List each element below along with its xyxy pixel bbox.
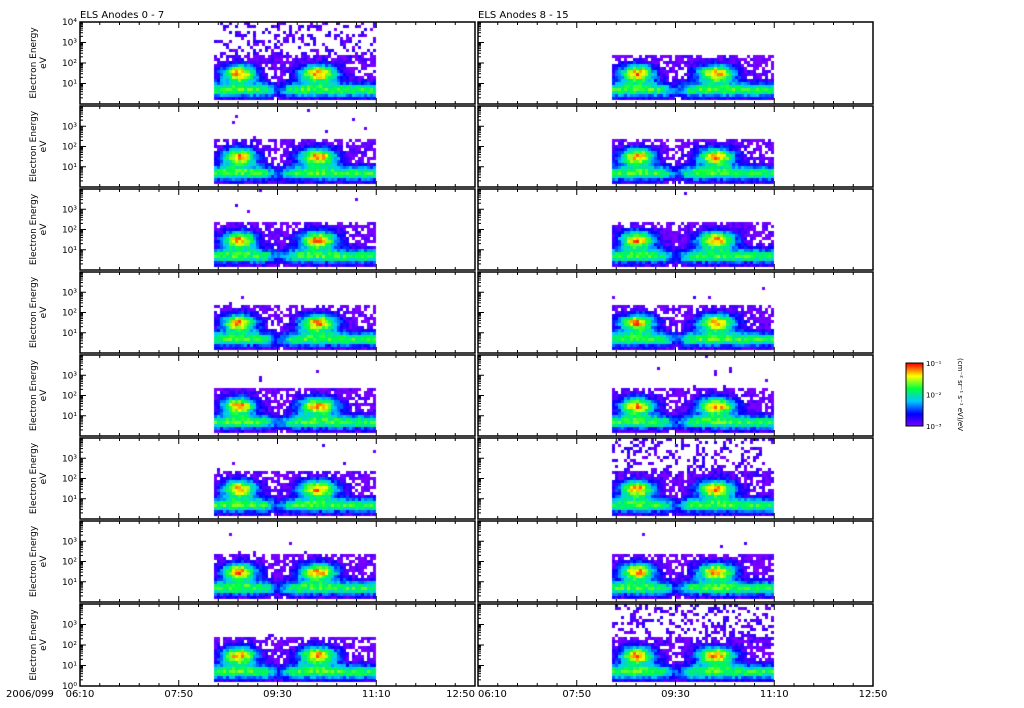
y-tick-label: 10¹ <box>62 246 77 256</box>
panel-frame <box>79 603 476 687</box>
spectrogram-panel <box>80 438 475 519</box>
spectrogram-panel <box>80 521 475 602</box>
panel-frame <box>79 354 476 437</box>
colorbar-tick-label: 10⁻³ <box>926 423 942 431</box>
y-axis-unit: eV <box>39 389 49 402</box>
y-tick-label: 10¹ <box>62 662 77 672</box>
spectrogram-panel <box>80 22 475 104</box>
spectrogram-panel <box>80 604 475 686</box>
y-tick-label: 10¹ <box>62 412 77 422</box>
spectrogram-panel <box>80 189 475 270</box>
y-axis-label: Electron Energy <box>29 276 39 348</box>
x-tick-label: 09:30 <box>661 689 690 700</box>
colorbar <box>906 363 923 426</box>
spectrogram-panel <box>478 22 873 104</box>
x-tick-label: 06:10 <box>478 689 507 700</box>
y-tick-label: 10² <box>62 59 77 69</box>
panel-frame <box>79 271 476 354</box>
panel-frame <box>79 188 476 271</box>
x-tick-label: 11:10 <box>362 689 391 700</box>
y-tick-label: 10² <box>62 641 77 651</box>
colorbar-label: (cm⁻² sr⁻¹ s⁻¹ eV)/eV <box>956 358 964 431</box>
spectrogram-panel <box>478 355 873 436</box>
spectrogram-panel <box>80 106 475 187</box>
x-tick-label: 12:50 <box>859 689 888 700</box>
y-axis-label: Electron Energy <box>29 609 39 681</box>
spectrogram-panel <box>478 438 873 519</box>
spectrogram-panel <box>478 189 873 270</box>
y-tick-label: 10³ <box>62 122 77 132</box>
column-title: ELS Anodes 8 - 15 <box>478 10 569 21</box>
y-tick-label: 10¹ <box>62 80 77 90</box>
x-tick-label: 09:30 <box>263 689 292 700</box>
spectrogram-panel <box>478 106 873 187</box>
panel-frame <box>477 354 874 437</box>
y-axis-unit: eV <box>39 140 49 153</box>
y-tick-label: 10³ <box>62 537 77 547</box>
y-tick-label: 10² <box>62 392 77 402</box>
column-title: ELS Anodes 0 - 7 <box>80 10 164 21</box>
spectrogram-panel <box>478 272 873 353</box>
spectrogram-panel <box>80 355 475 436</box>
y-tick-label: 10¹ <box>62 163 77 173</box>
spectrogram-panel <box>478 604 873 686</box>
y-axis-label: Electron Energy <box>29 525 39 597</box>
y-axis-unit: eV <box>39 638 49 651</box>
panel-frame <box>79 437 476 520</box>
y-tick-label: 10² <box>62 309 77 319</box>
y-axis-unit: eV <box>39 223 49 236</box>
y-tick-label: 10³ <box>62 371 77 381</box>
panel-frame <box>477 603 874 687</box>
y-tick-label: 10² <box>62 143 77 153</box>
spectrogram-panel <box>80 272 475 353</box>
y-tick-label: 10¹ <box>62 329 77 339</box>
x-tick-label: 12:50 <box>446 689 475 700</box>
y-tick-label: 10³ <box>62 454 77 464</box>
panel-frame <box>477 437 874 520</box>
x-tick-label: 07:50 <box>164 689 193 700</box>
panel-frame <box>477 188 874 271</box>
panel-frame <box>79 21 476 105</box>
colorbar-frame <box>905 362 924 427</box>
spectrogram-panel <box>478 521 873 602</box>
y-axis-unit: eV <box>39 472 49 485</box>
y-tick-label: 10¹ <box>62 578 77 588</box>
y-axis-label: Electron Energy <box>29 359 39 431</box>
colorbar-tick-label: 10⁻² <box>926 392 942 400</box>
panel-frame <box>477 520 874 603</box>
x-tick-label: 07:50 <box>562 689 591 700</box>
y-axis-label: Electron Energy <box>29 442 39 514</box>
y-axis-label: Electron Energy <box>29 193 39 265</box>
panel-frame <box>477 105 874 188</box>
y-axis-unit: eV <box>39 555 49 568</box>
colorbar-tick-label: 10⁻¹ <box>926 360 942 368</box>
x-tick-label: 06:10 <box>66 689 95 700</box>
y-tick-label: 10³ <box>62 205 77 215</box>
y-tick-label: 10² <box>62 475 77 485</box>
y-tick-label: 10³ <box>62 288 77 298</box>
y-axis-label: Electron Energy <box>29 27 39 99</box>
y-axis-unit: eV <box>39 56 49 69</box>
y-axis-unit: eV <box>39 306 49 319</box>
x-tick-label: 11:10 <box>760 689 789 700</box>
y-tick-label: 10³ <box>62 621 77 631</box>
y-tick-label: 10⁰ <box>62 682 77 692</box>
panel-frame <box>477 271 874 354</box>
y-tick-label: 10² <box>62 226 77 236</box>
y-tick-label: 10² <box>62 558 77 568</box>
y-tick-label: 10¹ <box>62 495 77 505</box>
y-tick-label: 10⁴ <box>62 18 77 28</box>
panel-frame <box>79 105 476 188</box>
y-axis-label: Electron Energy <box>29 110 39 182</box>
panel-frame <box>477 21 874 105</box>
panel-frame <box>79 520 476 603</box>
date-label: 2006/099 <box>6 689 54 700</box>
y-tick-label: 10³ <box>62 39 77 49</box>
